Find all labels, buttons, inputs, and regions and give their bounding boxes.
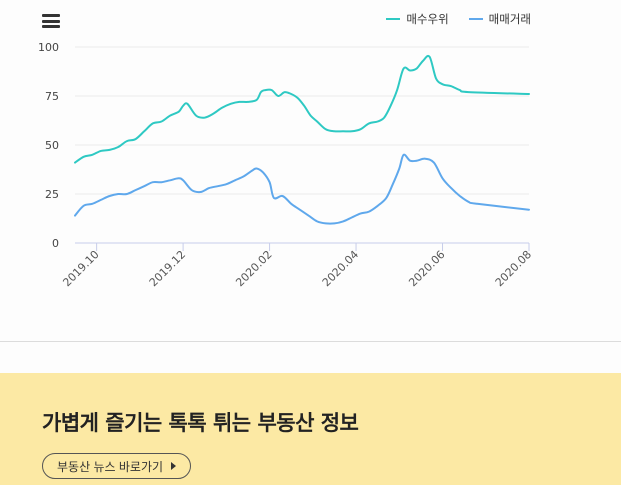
legend-label-buy-index: 매수우위 xyxy=(406,12,449,26)
legend-swatch-trade-volume xyxy=(468,18,483,20)
x-tick-label: 2020.04 xyxy=(320,248,361,289)
chart-legend: 매수우위 매매거래 xyxy=(386,11,531,27)
series-line-buy-index xyxy=(74,54,530,164)
news-link-button[interactable]: 부동산 뉴스 바로가기 xyxy=(42,453,192,479)
x-tick-label: 2019.12 xyxy=(147,248,188,289)
news-banner: 가볍게 즐기는 톡톡 튀는 부동산 정보 부동산 뉴스 바로가기 xyxy=(0,373,621,485)
x-tick-label: 2019.10 xyxy=(60,248,101,289)
chevron-right-icon xyxy=(171,462,177,470)
news-title: 가볍게 즐기는 톡톡 튀는 부동산 정보 xyxy=(42,411,359,435)
y-tick-label: 75 xyxy=(45,90,59,103)
chart-area: 매수우위 매매거래 100 75 50 25 0 2019.10 2019.12 2020.0… xyxy=(38,11,535,290)
chart-menu-icon[interactable] xyxy=(42,14,60,28)
news-link-label: 부동산 뉴스 바로가기 xyxy=(57,459,164,474)
y-tick-label: 0 xyxy=(52,237,59,250)
y-tick-label: 50 xyxy=(45,139,59,152)
menu-bar xyxy=(42,19,60,23)
menu-bar xyxy=(42,25,60,28)
legend-item-buy-index[interactable]: 매수우위 xyxy=(386,11,449,27)
legend-label-trade-volume: 매매거래 xyxy=(488,12,531,26)
y-tick-label: 100 xyxy=(38,41,59,54)
legend-swatch-buy-index xyxy=(386,18,401,20)
x-tick-label: 2020.06 xyxy=(406,248,447,289)
legend-item-trade-volume[interactable]: 매매거래 xyxy=(468,11,531,27)
x-tick-label: 2020.02 xyxy=(233,248,274,289)
x-tick-label: 2020.08 xyxy=(493,248,534,289)
series-line-trade-volume xyxy=(74,153,530,225)
y-tick-label: 25 xyxy=(45,188,59,201)
section-divider xyxy=(0,341,621,342)
menu-bar xyxy=(42,14,60,17)
